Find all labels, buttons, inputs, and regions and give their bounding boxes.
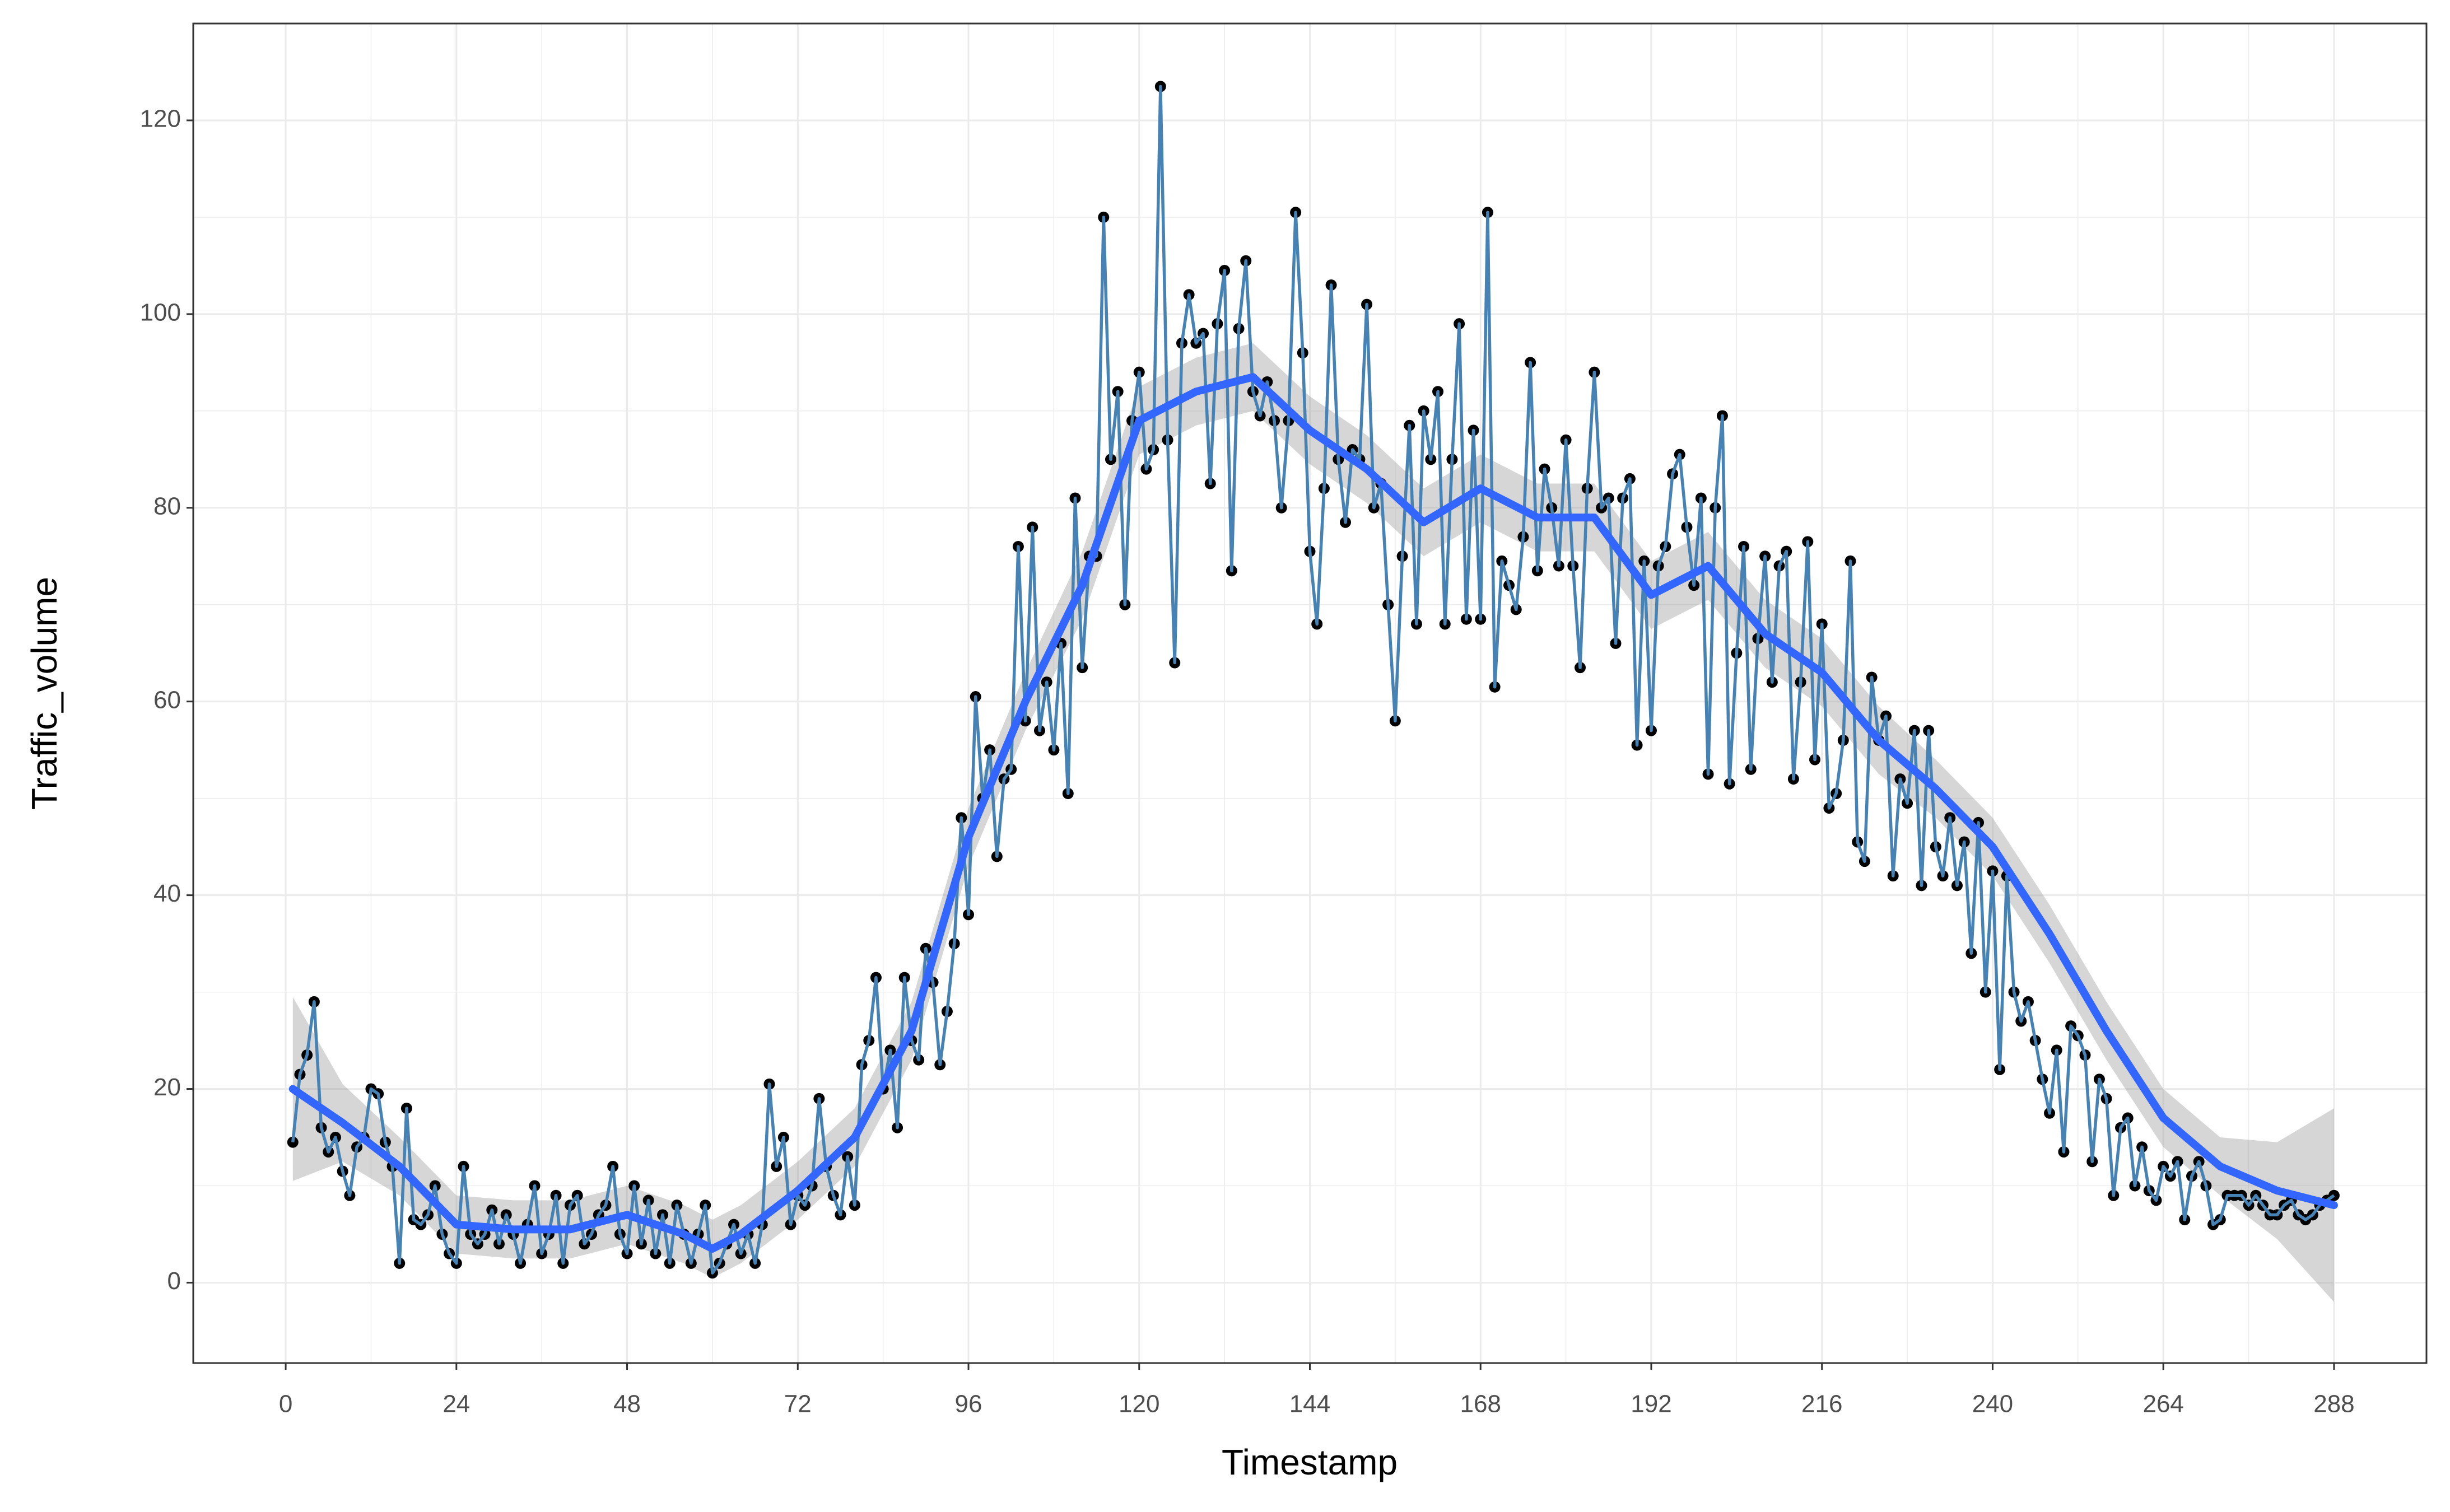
confidence-band <box>292 343 2334 1303</box>
x-tick-label: 168 <box>1460 1390 1501 1418</box>
y-tick-label: 40 <box>153 880 181 907</box>
y-tick-label: 60 <box>153 686 181 713</box>
x-tick-label: 240 <box>1972 1390 2013 1418</box>
y-axis-title: Traffic_volume <box>24 577 64 810</box>
x-tick-label: 24 <box>443 1390 470 1418</box>
x-tick-label: 48 <box>613 1390 641 1418</box>
axes: 0 24 48 72 96 120 144 168 192 216 240 264 288 0 20 40 60… <box>140 105 2355 1418</box>
y-tick-label: 120 <box>140 105 181 133</box>
y-tick-label: 100 <box>140 298 181 326</box>
x-tick-label: 264 <box>2142 1390 2183 1418</box>
x-tick-label: 120 <box>1119 1390 1159 1418</box>
smooth-line <box>288 373 2338 1253</box>
x-tick-label: 288 <box>2313 1390 2354 1418</box>
x-tick-label: 72 <box>784 1390 812 1418</box>
plot-area <box>287 81 2340 1303</box>
y-tick-label: 80 <box>153 492 181 520</box>
x-tick-label: 192 <box>1631 1390 1671 1418</box>
y-tick-label: 20 <box>153 1074 181 1101</box>
data-line <box>291 85 2335 1275</box>
y-tick-label: 0 <box>167 1267 181 1295</box>
x-tick-label: 96 <box>955 1390 982 1418</box>
x-axis-title: Timestamp <box>1222 1442 1398 1482</box>
x-tick-label: 216 <box>1801 1390 1842 1418</box>
x-tick-label: 0 <box>279 1390 292 1418</box>
grid <box>193 24 2426 1363</box>
x-tick-label: 144 <box>1289 1390 1330 1418</box>
